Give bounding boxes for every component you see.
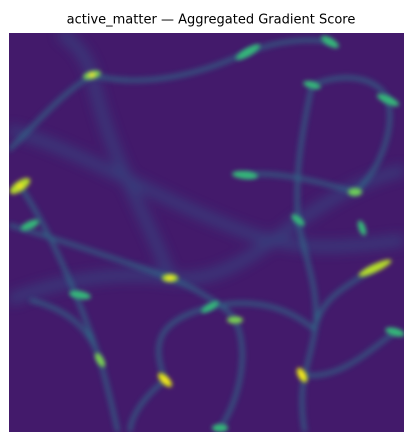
figure: active_matter — Aggregated Gradient Scor… <box>0 0 407 434</box>
chart-title: active_matter — Aggregated Gradient Scor… <box>67 13 356 28</box>
page: active_matter — Aggregated Gradient Scor… <box>0 0 407 434</box>
field-image <box>7 33 405 432</box>
